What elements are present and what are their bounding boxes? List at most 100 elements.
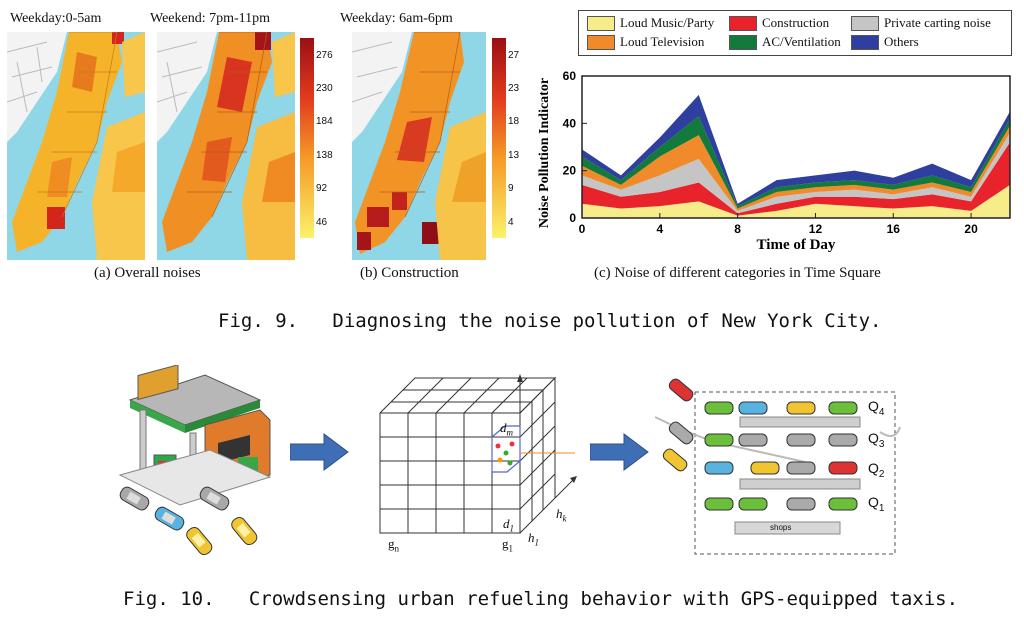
colorbar-overall	[300, 38, 314, 238]
grid-label-text: g	[388, 536, 395, 551]
grid-label-text: g	[502, 536, 509, 551]
colorbar-a-tick: 138	[316, 150, 333, 161]
colorbar-b-tick: 13	[508, 150, 520, 161]
legend-label: Private carting noise	[884, 15, 991, 30]
colorbar-a-tick: 46	[316, 217, 328, 228]
shops-label: shops	[770, 523, 792, 532]
legend-label: AC/Ventilation	[762, 34, 841, 49]
colorbar-a-tick: 230	[316, 83, 333, 94]
map-title-weekday-night: Weekday:0-5am	[10, 11, 102, 26]
chart-legend: Loud Music/Party Construction Private ca…	[578, 10, 1012, 56]
legend-swatch	[851, 34, 879, 50]
queue-label-sub: 4	[878, 406, 885, 418]
colorbar-b-tick: 18	[508, 116, 520, 127]
colorbar-a-tick: 184	[316, 116, 333, 127]
queue-label-sub: 1	[878, 502, 885, 514]
plot-frame	[581, 75, 1011, 219]
spatiotemporal-tensor-grid	[379, 374, 577, 534]
queue-label-text: Q	[868, 430, 879, 446]
colorbar-b-tick: 4	[508, 217, 514, 228]
grid-label-d1: d1	[503, 516, 514, 534]
colorbar-b-tick: 23	[508, 83, 520, 94]
grid-label-g1: g1	[502, 536, 513, 554]
station-queue-diagram	[655, 378, 901, 555]
colorbar-construction	[492, 38, 506, 238]
area-series	[582, 132, 1010, 214]
queue-label-3: Q3	[868, 430, 884, 450]
figure-10-caption: Fig. 10. Crowdsensing urban refueling be…	[123, 588, 959, 610]
noise-map-construction	[352, 32, 486, 260]
y-axis-label: Noise Pollution Indicator	[537, 78, 552, 228]
queue-label-4: Q4	[868, 398, 884, 418]
subcaption-b: (b) Construction	[360, 265, 459, 281]
colorbar-a-tick: 276	[316, 50, 333, 61]
figure-9-caption: Fig. 9. Diagnosing the noise pollution o…	[218, 310, 882, 332]
flow-arrow-2	[590, 433, 649, 471]
grid-label-text: h	[556, 506, 563, 521]
x-tick-label: 0	[579, 222, 586, 236]
grid-label-text: d	[500, 420, 507, 435]
grid-label-sub: 1	[508, 543, 514, 554]
subcaption-c: (c) Noise of different categories in Tim…	[594, 265, 881, 281]
map-title-weekend-evening: Weekend: 7pm-11pm	[150, 11, 271, 26]
legend-swatch	[587, 15, 615, 31]
legend-swatch	[587, 34, 615, 50]
y-tick-label: 20	[563, 164, 577, 178]
legend-swatch	[851, 15, 879, 31]
queue-label-text: Q	[868, 398, 879, 414]
y-tick-label: 0	[569, 211, 576, 225]
x-tick-label: 20	[964, 222, 978, 236]
colorbar-b-tick: 9	[508, 183, 514, 194]
queue-label-text: Q	[868, 494, 879, 510]
grid-label-text: d	[503, 516, 510, 531]
area-series	[582, 142, 1010, 216]
grid-label-text: h	[528, 530, 535, 545]
noise-category-area-chart: 0 20 40 60 0 4 8 12 16 20 Time of Day Noise Polluti…	[537, 69, 1011, 253]
queue-label-sub: 2	[878, 468, 885, 480]
x-tick-label: 8	[734, 222, 741, 236]
grid-label-h1: h1	[528, 530, 539, 548]
queue-label-2: Q2	[868, 460, 884, 480]
queue-label-text: Q	[868, 460, 879, 476]
area-series	[582, 94, 1010, 207]
legend-item: Loud Television	[587, 34, 704, 50]
legend-label: Construction	[762, 15, 830, 30]
legend-label: Loud Television	[620, 34, 705, 49]
x-tick-label: 4	[656, 222, 663, 236]
noise-map-weekend-evening	[157, 32, 295, 260]
grid-label-sub: 1	[534, 537, 540, 548]
queue-label-1: Q1	[868, 494, 884, 514]
map-title-weekday-day: Weekday: 6am-6pm	[340, 11, 453, 26]
legend-item: Others	[851, 34, 919, 50]
legend-swatch	[729, 34, 757, 50]
grid-label-gn: gn	[388, 536, 399, 554]
area-series	[582, 125, 1010, 211]
grid-label-sub: m	[506, 427, 514, 438]
x-tick-label: 16	[887, 222, 901, 236]
x-tick-label: 12	[809, 222, 823, 236]
legend-item: Construction	[729, 15, 829, 31]
colorbar-b-tick: 27	[508, 50, 520, 61]
legend-item: AC/Ventilation	[729, 34, 841, 50]
grid-label-sub: 1	[509, 523, 515, 534]
legend-item: Private carting noise	[851, 15, 991, 31]
flow-arrow-1	[290, 433, 349, 471]
noise-map-weekday-night	[7, 32, 145, 260]
y-tick-label: 60	[563, 69, 577, 83]
legend-swatch	[729, 15, 757, 31]
legend-label: Loud Music/Party	[620, 15, 715, 30]
area-series	[582, 116, 1010, 209]
y-tick-label: 40	[563, 116, 577, 130]
grid-label-sub: n	[394, 543, 400, 554]
grid-label-dm: dm	[500, 420, 513, 438]
gas-station-illustration	[118, 365, 272, 556]
legend-item: Loud Music/Party	[587, 15, 714, 31]
colorbar-a-tick: 92	[316, 183, 328, 194]
area-series	[582, 184, 1010, 218]
x-axis-label: Time of Day	[757, 237, 836, 253]
subcaption-a: (a) Overall noises	[94, 265, 201, 281]
grid-label-hk: hk	[556, 506, 567, 524]
legend-label: Others	[884, 34, 919, 49]
grid-label-sub: k	[562, 513, 567, 524]
queue-label-sub: 3	[878, 438, 885, 450]
